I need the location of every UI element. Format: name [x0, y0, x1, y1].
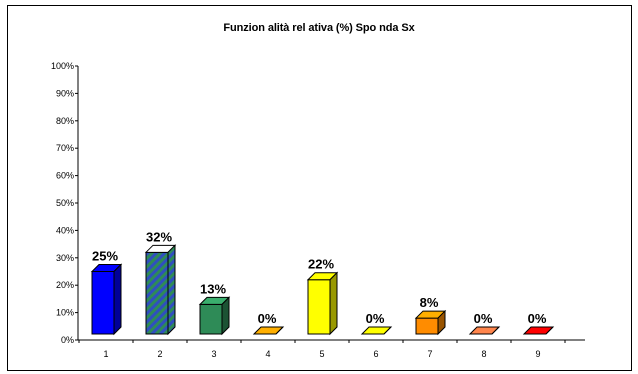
bar	[90, 263, 123, 336]
bar-side	[437, 309, 446, 336]
bar	[198, 296, 231, 336]
bar-side	[491, 326, 500, 335]
y-tick-label: 70%	[56, 143, 74, 153]
bar-side	[275, 326, 284, 335]
bar-front	[91, 271, 115, 335]
chart-title: Funzion alità rel ativa (%) Spo nda Sx	[223, 22, 415, 34]
bar-front	[145, 251, 169, 335]
y-tick-label: 10%	[56, 308, 74, 318]
data-label: 13%	[200, 281, 226, 296]
y-tick-label: 90%	[56, 88, 74, 98]
data-label: 8%	[420, 295, 439, 310]
x-tick-label: 9	[535, 349, 540, 359]
x-tick-label: 4	[265, 349, 270, 359]
bar-side	[329, 271, 338, 336]
data-label: 0%	[366, 311, 385, 326]
bar-top	[468, 326, 501, 335]
x-tick-label: 1	[103, 349, 108, 359]
y-tick-label: 40%	[56, 225, 74, 235]
y-tick-label: 30%	[56, 253, 74, 263]
bar	[360, 326, 393, 335]
data-label: 0%	[258, 311, 277, 326]
bar	[522, 326, 555, 335]
x-tick-label: 8	[481, 349, 486, 359]
y-tick-label: 60%	[56, 171, 74, 181]
bars	[90, 244, 555, 336]
x-tick-label: 6	[373, 349, 378, 359]
y-tick-label: 80%	[56, 116, 74, 126]
bar-side	[545, 326, 554, 335]
axes: 0%10%20%30%40%50%60%70%80%90%100%1 2 3 4 5 6 7…	[51, 61, 585, 359]
x-tick-label: 3	[211, 349, 216, 359]
bar-front	[199, 303, 223, 335]
data-labels: 25% 32% 13% 0% 22% 0% 8% 0% 0%	[92, 229, 547, 326]
data-label: 0%	[528, 311, 547, 326]
bar-side	[167, 244, 176, 336]
y-tick-label: 0%	[61, 335, 74, 345]
bar	[252, 326, 285, 335]
bar-top	[360, 326, 393, 335]
bar-top	[522, 326, 555, 335]
y-tick-label: 50%	[56, 198, 74, 208]
bar-side	[113, 263, 122, 336]
bar-side	[221, 296, 230, 336]
data-label: 22%	[308, 257, 334, 272]
y-tick-label: 100%	[51, 61, 74, 71]
bar-front	[415, 317, 439, 335]
bar	[468, 326, 501, 335]
x-tick-label: 5	[319, 349, 324, 359]
x-tick-label: 2	[157, 349, 162, 359]
data-label: 25%	[92, 249, 118, 264]
bar-top	[252, 326, 285, 335]
bar	[414, 309, 447, 336]
x-tick-label: 7	[427, 349, 432, 359]
bar	[306, 271, 339, 336]
data-label: 0%	[474, 311, 493, 326]
bar-side	[383, 326, 392, 335]
y-tick-label: 20%	[56, 280, 74, 290]
bar-front	[307, 279, 331, 335]
data-label: 32%	[146, 229, 172, 244]
bar	[144, 244, 177, 336]
